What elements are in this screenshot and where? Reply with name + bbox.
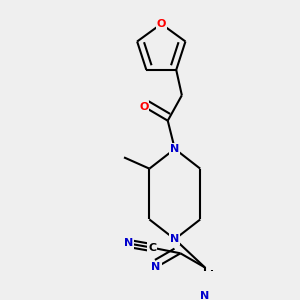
Text: N: N bbox=[200, 291, 209, 300]
Text: O: O bbox=[139, 102, 148, 112]
Text: N: N bbox=[170, 234, 179, 244]
Text: N: N bbox=[124, 238, 133, 248]
Text: N: N bbox=[170, 144, 179, 154]
Text: O: O bbox=[157, 19, 166, 29]
Text: N: N bbox=[152, 262, 160, 272]
Text: C: C bbox=[148, 243, 156, 253]
